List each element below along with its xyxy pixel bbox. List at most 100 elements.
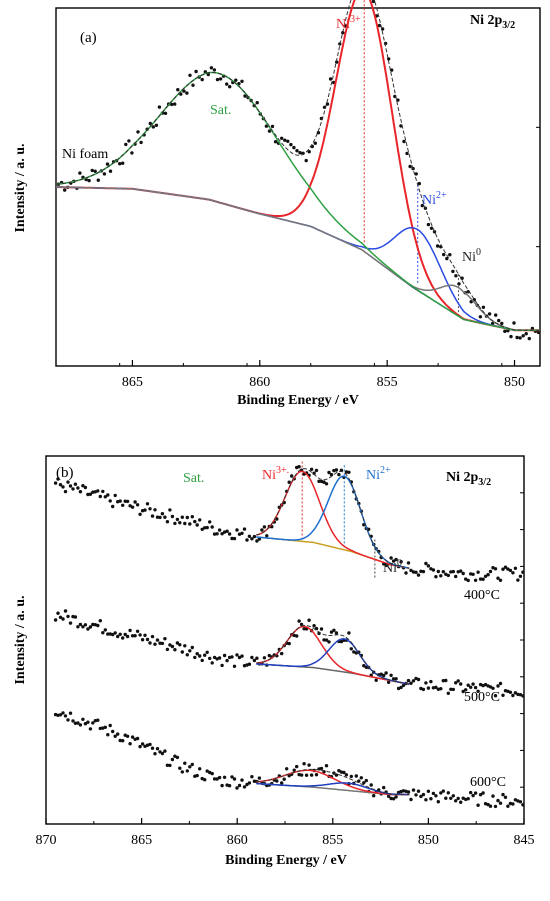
panel-b-data-point [135, 736, 140, 741]
panel-a-data-point [200, 77, 204, 82]
panel-a-data-point [313, 141, 317, 145]
panel-a-data-point [402, 139, 406, 144]
panel-b-data-point [307, 763, 311, 767]
panel-b-data-point [217, 656, 222, 660]
panel-b-data-point [424, 798, 428, 802]
panel-b-data-point [451, 569, 455, 574]
panel-b-data-point [235, 786, 239, 790]
panel-b-data-point [111, 632, 115, 637]
panel-a-data-point [62, 188, 67, 192]
panel-b-data-point [217, 775, 222, 780]
panel-b-data-point [503, 565, 508, 569]
panel-b-data-point [337, 472, 341, 477]
panel-a-ni0-label: Ni0 [462, 247, 481, 265]
panel-b-envelope-0 [256, 468, 410, 569]
panel-b-data-point [111, 504, 115, 509]
panel-a-data-point [432, 230, 437, 234]
panel-b-data-point [63, 489, 68, 494]
panel-b-data-point [424, 561, 428, 566]
panel-b-data-point [493, 804, 498, 809]
panel-b-data-point [180, 650, 184, 654]
panel-b: 870 865 860 855 850 845 (b) Ni 2p3/2 Sat. Ni3… [13, 455, 535, 868]
panel-b-data-point [389, 673, 393, 677]
panel-b-data-point [230, 655, 234, 659]
panel-b-data-point [498, 681, 503, 686]
panel-a-data-point [188, 73, 192, 78]
panel-b-data-point [287, 480, 291, 484]
panel-b-data-point [188, 522, 192, 526]
panel-b-envelope-1 [256, 624, 410, 685]
panel-b-data-point [406, 678, 411, 683]
panel-b-data-point [389, 556, 393, 560]
panel-b-peak-markers [301, 461, 376, 578]
panel-a-data-point [417, 181, 421, 186]
panel-a-data-point [515, 335, 519, 340]
panel-b-data-point [58, 615, 63, 619]
panel-b-data-point [431, 791, 436, 796]
panel-b-data-point [461, 689, 465, 694]
panel-b-data-point [133, 500, 137, 504]
panel-b-data-point [386, 794, 391, 798]
panel-b-data-point [471, 572, 475, 576]
panel-b-data-point [118, 738, 122, 743]
panel-b-data-point [121, 503, 125, 507]
panel-b-data-point [451, 687, 455, 692]
panel-a-data-point [435, 244, 440, 248]
panel-b-data-point [66, 718, 70, 722]
panel-a-data-point [460, 276, 464, 280]
panel-b-data-point [496, 684, 500, 688]
panel-b-data-point [389, 796, 393, 801]
panel-a-component-ni0 [56, 186, 540, 331]
panel-a-data-points [56, 0, 541, 341]
panel-b-data-point [128, 628, 132, 633]
panel-b-data-point [71, 487, 75, 491]
panel-b-data-point [113, 631, 117, 635]
panel-b-data-point [426, 789, 431, 793]
panel-b-data-point [513, 566, 518, 570]
panel-b-data-point [220, 783, 224, 788]
panel-b-data-point [212, 655, 217, 660]
panel-b-data-point [153, 642, 157, 646]
panel-b-data-point [332, 628, 336, 632]
panel-a-data-point [225, 82, 229, 86]
panel-a-data-point [396, 98, 400, 102]
panel-b-data-point [260, 528, 264, 532]
panel-b-data-point [227, 784, 232, 788]
panel-b-data-point [382, 673, 386, 678]
panel-b-envelope-2 [256, 768, 410, 795]
panel-b-data-point [63, 609, 68, 613]
panel-b-data-point [511, 802, 515, 806]
panel-b-data-point [439, 687, 443, 691]
panel-b-data-point [245, 538, 249, 542]
panel-b-data-point [195, 523, 199, 527]
panel-b-data-point [324, 638, 329, 642]
panel-b-data-point [324, 482, 329, 486]
panel-b-component-0-0 [256, 470, 410, 569]
panel-b-data-point [394, 795, 398, 799]
panel-b-data-point [421, 569, 426, 574]
panel-b-data-point [73, 482, 78, 486]
panel-a-envelope-curve [55, 0, 540, 331]
panel-b-series-label-500: 500°C [464, 690, 500, 705]
panel-b-data-point [466, 797, 470, 801]
panel-b-data-point [297, 465, 301, 469]
panel-b-data-point [478, 793, 483, 797]
panel-b-data-point [488, 569, 493, 574]
panel-b-data-point [205, 650, 209, 654]
panel-b-data-point [200, 658, 204, 663]
panel-b-data-point [342, 770, 346, 775]
panel-a-data-point [451, 269, 455, 274]
panel-b-data-point [138, 744, 142, 749]
panel-b-data-point [71, 719, 75, 723]
panel-a-data-point [215, 77, 220, 82]
panel-a-data-point [536, 330, 541, 335]
panel-b-data-point [208, 520, 212, 524]
panel-b-data-point [185, 653, 189, 657]
panel-b-data-point [285, 767, 289, 771]
panel-b-data-point [183, 761, 187, 765]
panel-b-data-point [391, 559, 396, 563]
panel-b-data-point [441, 679, 445, 683]
panel-b-data-point [195, 652, 199, 656]
panel-b-x-tick-label-860: 860 [227, 833, 248, 848]
panel-b-data-point [88, 492, 93, 496]
